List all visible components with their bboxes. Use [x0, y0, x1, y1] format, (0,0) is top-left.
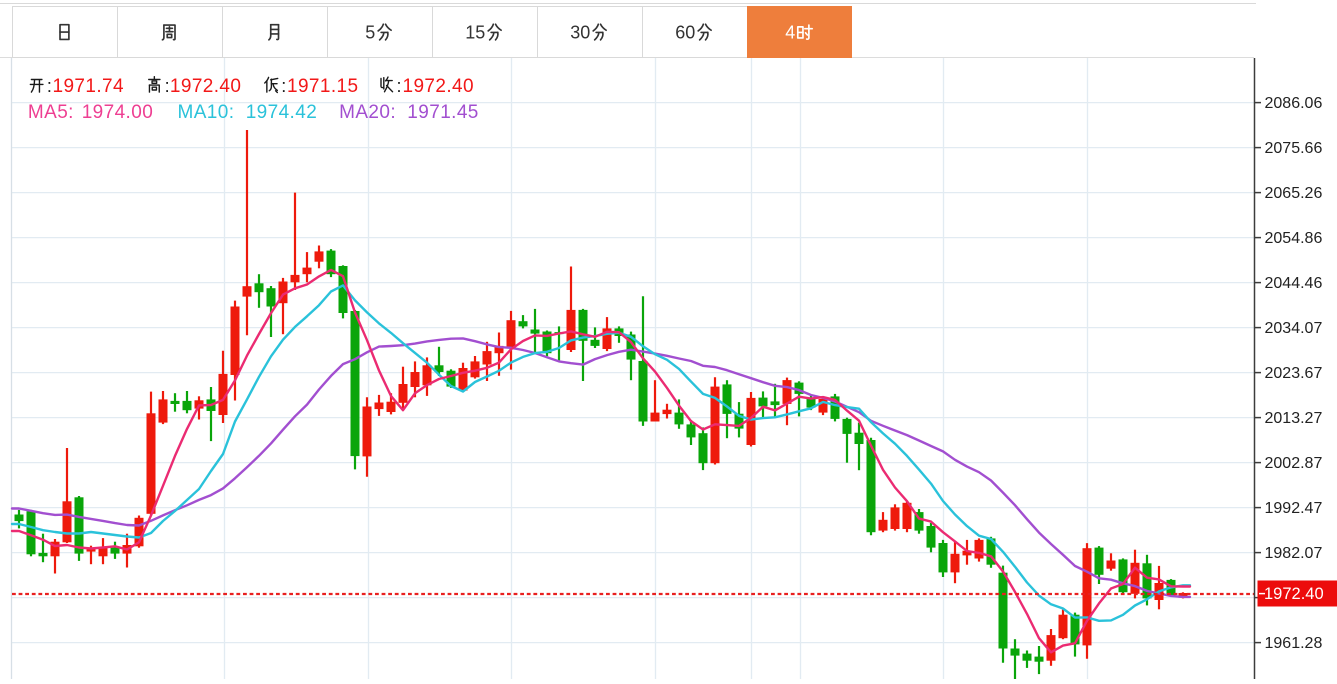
svg-text:MA20:: MA20:: [339, 102, 396, 123]
svg-text:15: 15: [465, 23, 485, 43]
svg-text::: :: [281, 76, 286, 96]
svg-text:1961.28: 1961.28: [1265, 635, 1323, 652]
svg-text:2023.67: 2023.67: [1265, 365, 1323, 382]
svg-text:1974.42: 1974.42: [246, 102, 317, 123]
svg-text::: :: [397, 76, 402, 96]
svg-text:1972.40: 1972.40: [403, 76, 474, 97]
svg-text:2044.46: 2044.46: [1265, 275, 1323, 292]
svg-text:2075.66: 2075.66: [1265, 140, 1323, 157]
svg-text:2013.27: 2013.27: [1265, 410, 1323, 427]
svg-text:60: 60: [675, 23, 695, 43]
svg-text:5: 5: [365, 23, 375, 43]
svg-text:4: 4: [785, 23, 795, 43]
svg-text:1972.40: 1972.40: [1264, 585, 1324, 603]
svg-text::: :: [47, 76, 52, 96]
svg-text:MA5:: MA5:: [28, 102, 74, 123]
svg-text:2086.06: 2086.06: [1265, 95, 1323, 112]
svg-text:1992.47: 1992.47: [1265, 500, 1323, 517]
svg-text:2054.86: 2054.86: [1265, 230, 1323, 247]
svg-text:1972.40: 1972.40: [170, 76, 241, 97]
svg-text:1971.45: 1971.45: [407, 102, 478, 123]
svg-text:2034.07: 2034.07: [1265, 320, 1323, 337]
svg-text:2065.26: 2065.26: [1265, 185, 1323, 202]
svg-text:30: 30: [570, 23, 590, 43]
svg-text:1982.07: 1982.07: [1265, 545, 1323, 562]
svg-text:2002.87: 2002.87: [1265, 455, 1323, 472]
svg-text:1971.15: 1971.15: [287, 76, 358, 97]
svg-text:MA10:: MA10:: [178, 102, 235, 123]
svg-text:1971.74: 1971.74: [53, 76, 125, 97]
svg-text:1974.00: 1974.00: [82, 102, 153, 123]
